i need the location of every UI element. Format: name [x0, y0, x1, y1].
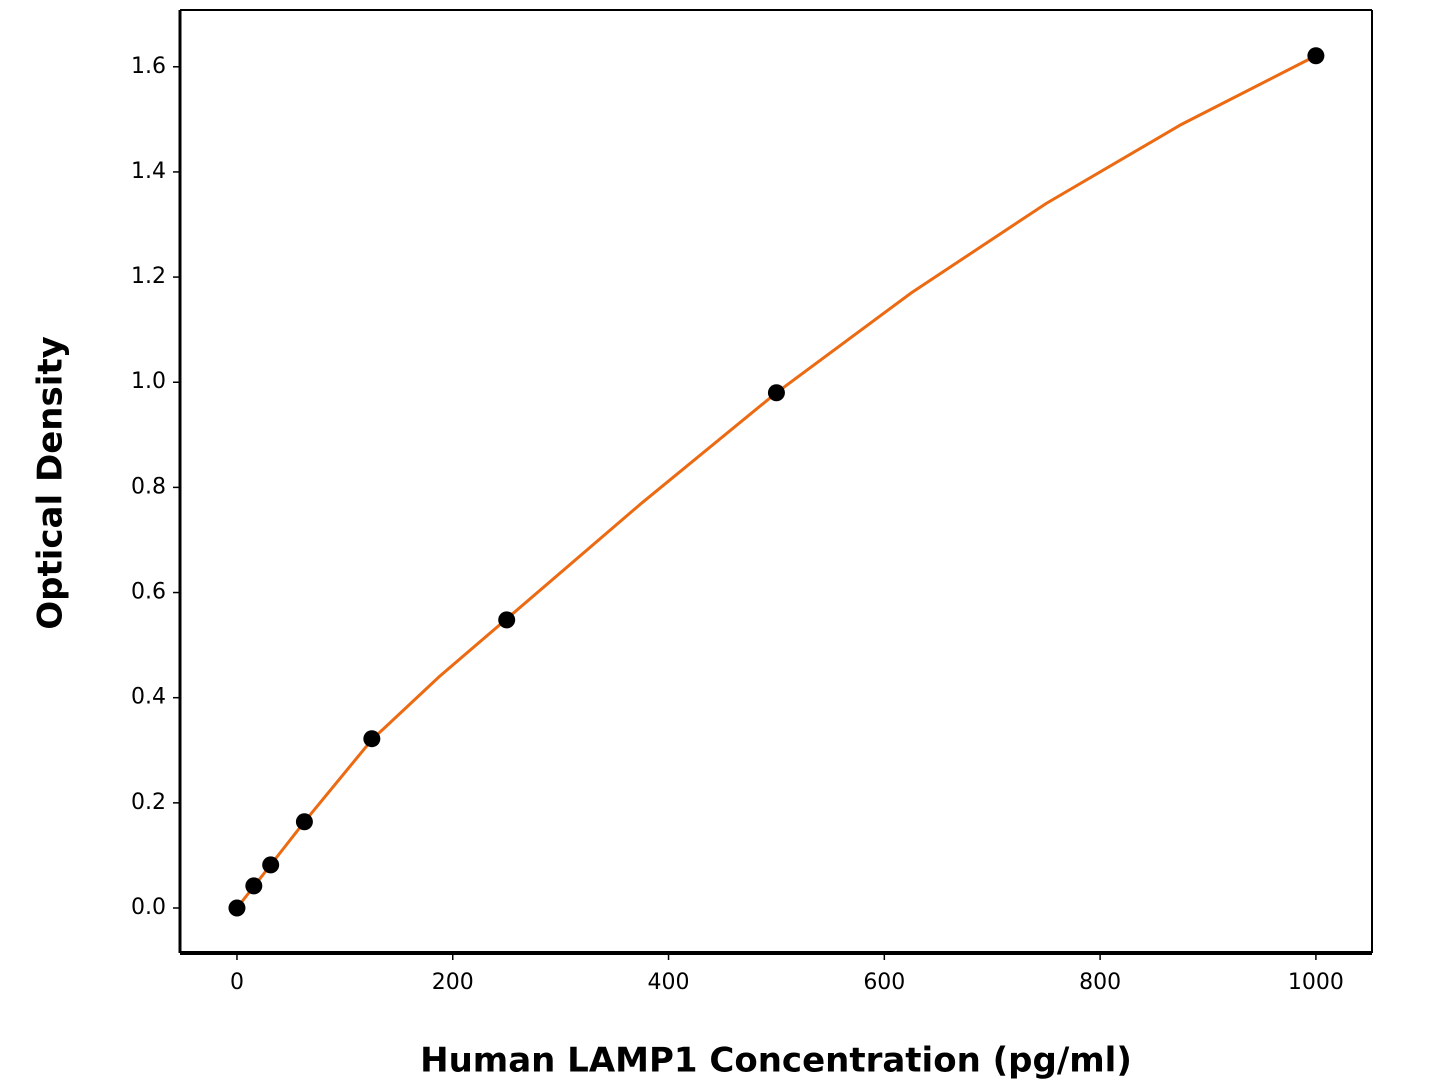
data-point	[498, 611, 516, 629]
y-axis-title: Optical Density	[31, 336, 71, 630]
data-point	[228, 899, 246, 917]
y-tick-label: 0.0	[131, 895, 166, 920]
y-tick-label: 1.6	[131, 54, 166, 79]
y-tick-label: 1.0	[131, 369, 166, 394]
data-point	[363, 730, 381, 748]
data-point	[1307, 47, 1325, 65]
y-tick-label: 0.4	[131, 685, 166, 710]
x-tick-label: 200	[432, 970, 474, 995]
data-point	[262, 856, 280, 874]
x-axis-title: Human LAMP1 Concentration (pg/ml)	[420, 1041, 1132, 1081]
data-point	[295, 813, 313, 831]
y-tick-label: 0.8	[131, 474, 166, 499]
x-tick-label: 400	[648, 970, 690, 995]
y-tick-label: 0.2	[131, 790, 166, 815]
fit-curve	[235, 54, 1317, 909]
y-tick-label: 1.2	[131, 264, 166, 289]
x-tick-label: 800	[1079, 970, 1121, 995]
x-tick-label: 1000	[1288, 970, 1344, 995]
data-point	[245, 877, 263, 895]
x-tick-label: 0	[230, 970, 244, 995]
y-tick-label: 1.4	[131, 159, 166, 184]
y-tick-label: 0.6	[131, 580, 166, 605]
data-point	[767, 384, 785, 402]
x-tick-label: 600	[863, 970, 905, 995]
